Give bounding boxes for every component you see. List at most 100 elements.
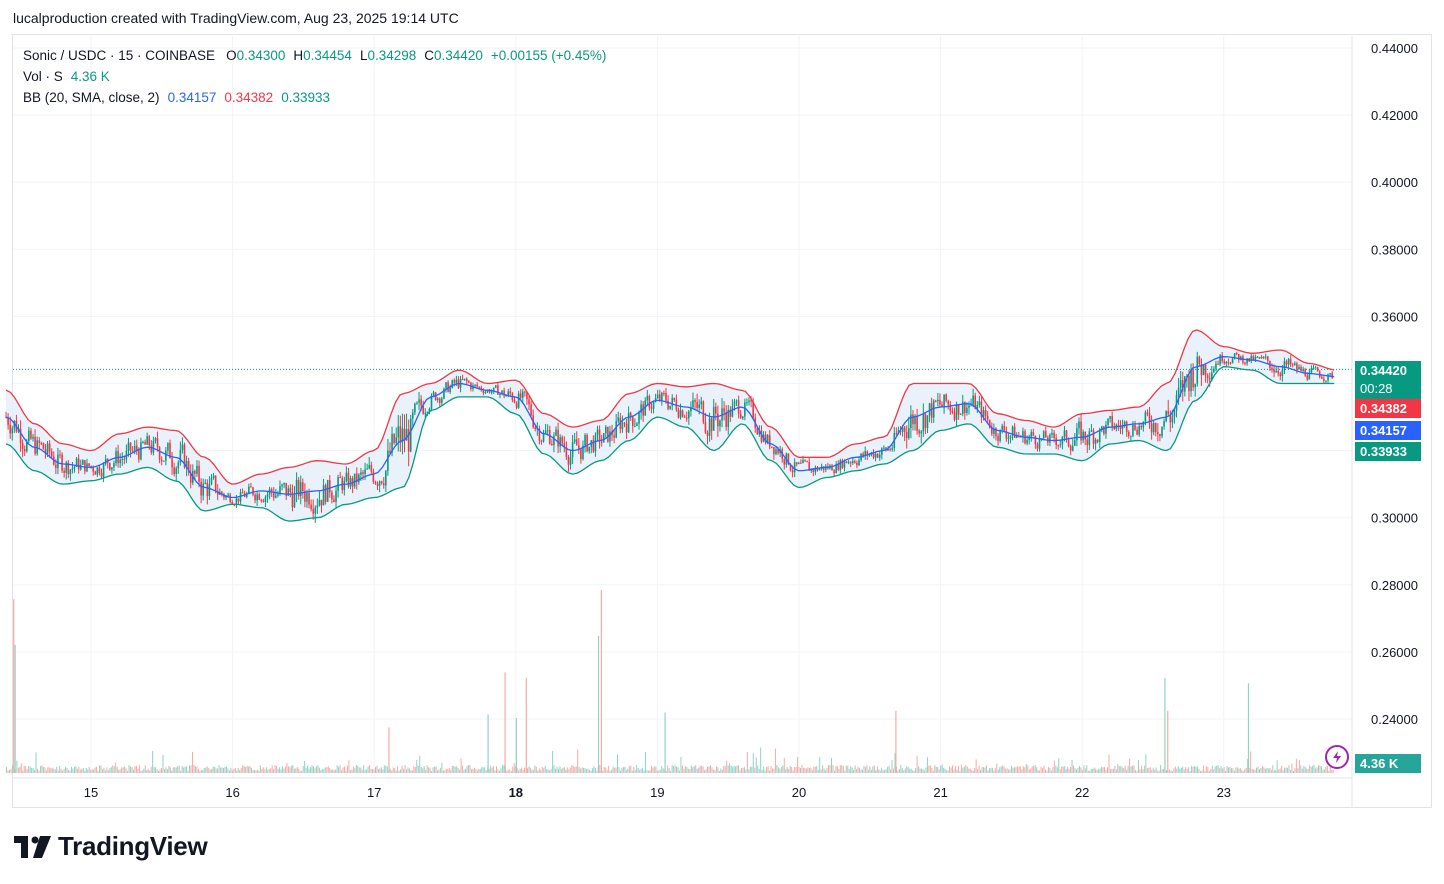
candle-body	[9, 424, 11, 434]
volume-bar	[416, 759, 418, 773]
volume-bar	[259, 765, 261, 773]
volume-bar	[321, 769, 323, 773]
volume-bar	[1118, 766, 1120, 773]
volume-bar	[925, 767, 927, 773]
volume-bar	[519, 768, 521, 773]
volume-bar	[1241, 769, 1243, 773]
candle-body	[1138, 426, 1140, 435]
candle-body	[876, 453, 879, 458]
volume-bar	[910, 768, 912, 773]
volume-bar	[1315, 768, 1317, 773]
volume-bar	[738, 765, 740, 773]
volume-bar	[617, 754, 619, 773]
candle-body	[414, 403, 416, 413]
volume-bar	[702, 766, 704, 773]
volume-bar	[872, 766, 874, 773]
volume-bar	[324, 767, 326, 773]
volume-bar	[1111, 768, 1113, 773]
volume-bar	[668, 768, 670, 773]
volume-bar	[268, 769, 270, 773]
candle-body	[582, 445, 584, 460]
candle-body	[1136, 429, 1138, 435]
candle-body	[44, 449, 47, 454]
volume-bar	[633, 767, 635, 773]
volume-bar	[1115, 769, 1117, 773]
volume-bar	[557, 768, 559, 773]
volume-bar	[1319, 765, 1321, 773]
candle-body	[1049, 434, 1051, 443]
candle-body	[187, 460, 190, 473]
candle-body	[1026, 440, 1028, 444]
volume-bar	[1173, 768, 1175, 773]
volume-bar	[847, 765, 849, 773]
volume-bar	[1006, 768, 1008, 773]
volume-bar	[380, 767, 382, 773]
candle-body	[322, 485, 325, 506]
volume-bar	[1034, 765, 1036, 773]
volume-bar	[1191, 765, 1193, 773]
candle-body	[1314, 367, 1317, 369]
volume-bar	[367, 766, 369, 773]
candle-body	[513, 400, 516, 403]
volume-bar	[125, 768, 127, 773]
volume-bar	[127, 770, 129, 773]
candle-body	[688, 411, 690, 419]
volume-bar	[100, 765, 102, 773]
x-tick-label: 19	[650, 785, 664, 800]
volume-bar	[355, 765, 357, 773]
volume-bar	[496, 766, 498, 773]
symbol-label[interactable]: Sonic / USDC · 15 · COINBASE	[23, 48, 216, 63]
candle-body	[837, 464, 840, 470]
candle-body	[503, 390, 505, 396]
candle-body	[841, 460, 844, 468]
volume-bar	[110, 767, 112, 773]
volume-bar	[31, 767, 33, 773]
volume-bar	[494, 770, 496, 773]
candle-body	[474, 384, 476, 386]
volume-bar	[745, 769, 747, 773]
candle-body	[959, 413, 962, 415]
candle-body	[208, 484, 211, 496]
candle-body	[156, 438, 159, 448]
candle-body	[260, 499, 263, 501]
volume-bar	[569, 767, 571, 773]
volume-bar	[1050, 770, 1052, 773]
candle-body	[891, 448, 894, 450]
volume-bar	[372, 769, 374, 773]
bb-label[interactable]: BB (20, SMA, close, 2)	[23, 90, 160, 105]
volume-bar	[1130, 766, 1132, 773]
volume-bar	[977, 769, 979, 773]
volume-bar	[655, 766, 657, 773]
lightning-icon[interactable]	[1325, 745, 1349, 769]
volume-bar	[580, 768, 582, 773]
volume-bar	[1061, 766, 1063, 773]
volume-bar	[1263, 767, 1265, 773]
volume-bar	[574, 767, 576, 773]
volume-label[interactable]: Vol · S	[23, 69, 63, 84]
volume-bar	[1068, 768, 1070, 773]
candle-body	[903, 427, 906, 432]
tradingview-logo[interactable]: TradingView	[14, 831, 208, 862]
volume-bar	[78, 766, 80, 773]
volume-bar	[470, 769, 472, 773]
candle-body	[304, 491, 306, 502]
candle-body	[227, 494, 229, 496]
volume-bar	[673, 766, 675, 773]
volume-bar	[290, 765, 292, 773]
candle-body	[920, 431, 923, 434]
candle-body	[1044, 431, 1047, 438]
candle-body	[526, 392, 528, 400]
candle-body	[345, 472, 348, 481]
candle-body	[380, 481, 383, 484]
volume-bar	[184, 766, 186, 773]
candle-body	[160, 459, 163, 462]
volume-bar	[608, 765, 610, 773]
volume-bar	[831, 758, 833, 773]
candle-body	[553, 435, 555, 446]
volume-bar	[814, 766, 816, 773]
volume-bar	[1005, 768, 1007, 773]
volume-bar	[1281, 765, 1283, 773]
volume-bar	[766, 767, 768, 773]
volume-bar	[165, 767, 167, 773]
